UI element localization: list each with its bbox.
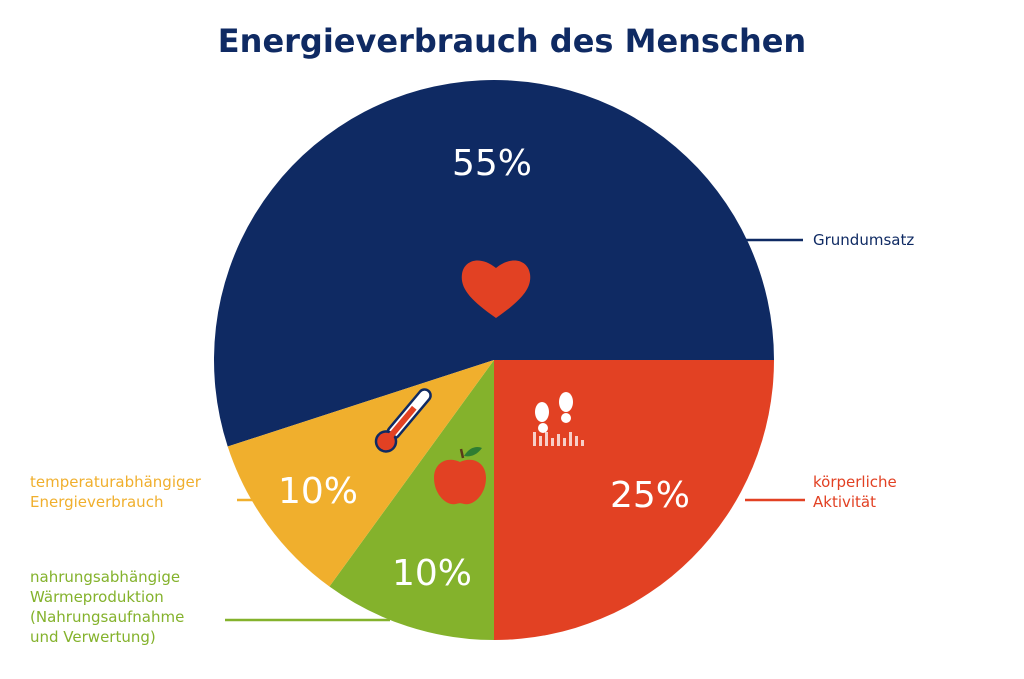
slice-category-label: Grundumsatz: [813, 231, 914, 249]
slice-category-label: körperliche Aktivität: [813, 473, 897, 511]
pie-slice: [214, 80, 775, 447]
slice-value-label: 55%: [452, 143, 532, 184]
slice-value-label: 10%: [392, 553, 472, 594]
slice-value-label: 10%: [278, 471, 358, 512]
pie-slice: [227, 360, 495, 587]
slice-value-label: 25%: [610, 475, 690, 516]
pie-slice: [494, 360, 774, 640]
slice-category-label: nahrungsabhängige Wärmeproduktion (Nahrung…: [30, 568, 184, 646]
footprints-icon: [533, 392, 584, 446]
heart-icon: [461, 260, 531, 318]
apple-icon: [434, 446, 486, 505]
pie-slice: [329, 360, 494, 640]
chart-title: Energieverbrauch des Menschen: [218, 22, 806, 60]
slice-category-label: temperaturabhängiger Energieverbrauch: [30, 473, 202, 511]
thermometer-icon: [374, 388, 432, 453]
